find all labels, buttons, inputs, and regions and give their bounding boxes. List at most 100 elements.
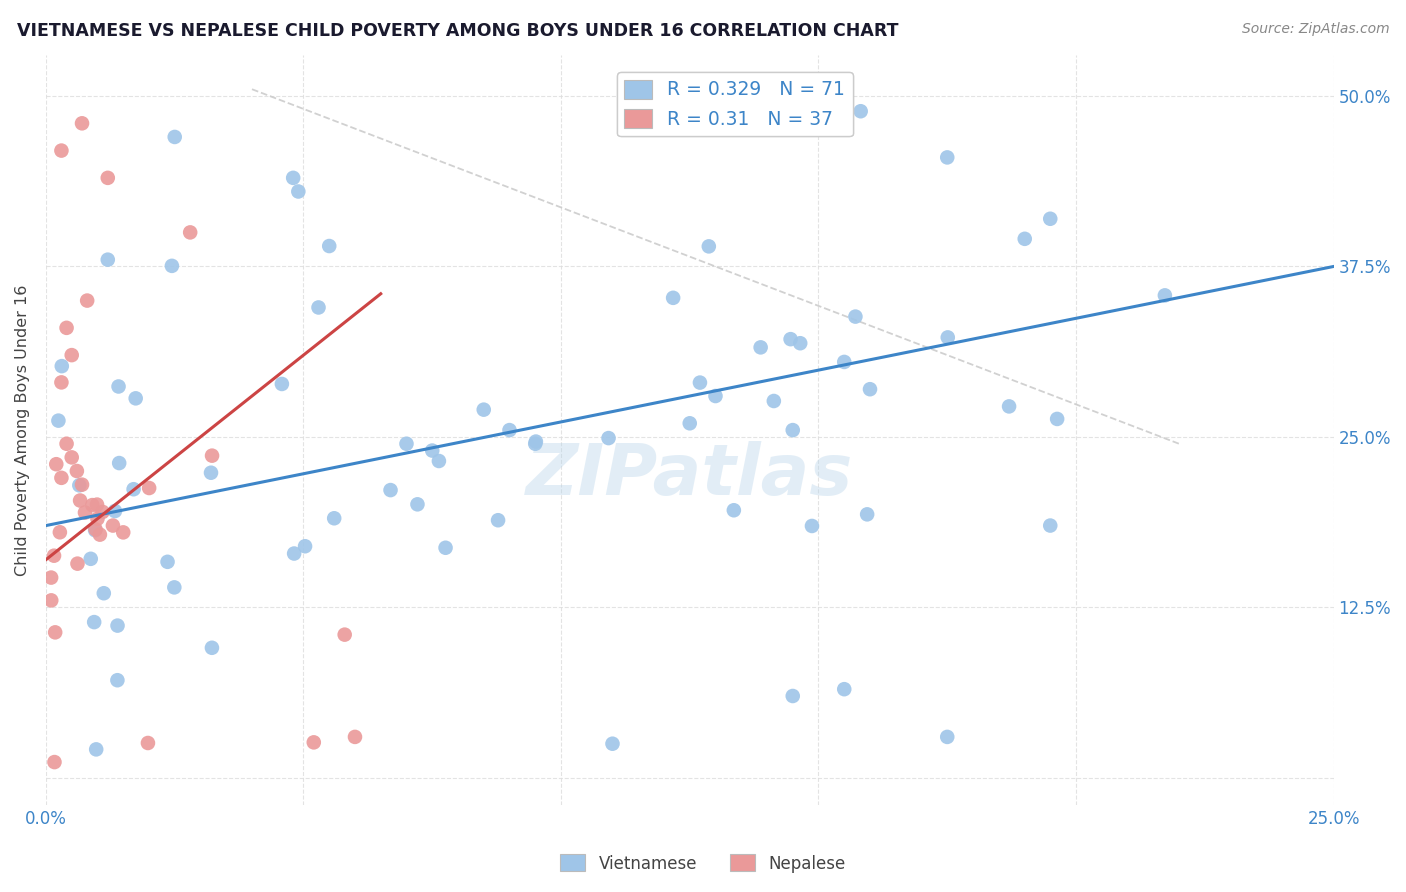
Vietnamese <box>936 150 959 164</box>
Vietnamese <box>602 737 624 751</box>
Vietnamese <box>1039 211 1062 226</box>
Text: Source: ZipAtlas.com: Source: ZipAtlas.com <box>1241 22 1389 37</box>
Vietnamese <box>270 376 292 391</box>
Vietnamese <box>697 239 720 253</box>
Vietnamese <box>163 130 186 145</box>
Nepalese <box>82 498 104 512</box>
Nepalese <box>44 755 66 769</box>
Vietnamese <box>160 259 183 273</box>
Nepalese <box>302 735 325 749</box>
Vietnamese <box>427 454 450 468</box>
Vietnamese <box>107 618 129 632</box>
Vietnamese <box>832 682 855 697</box>
Vietnamese <box>108 456 131 470</box>
Vietnamese <box>662 291 685 305</box>
Nepalese <box>51 144 73 158</box>
Vietnamese <box>704 389 727 403</box>
Nepalese <box>70 477 93 491</box>
Vietnamese <box>762 394 785 409</box>
Nepalese <box>86 512 108 526</box>
Nepalese <box>333 627 356 641</box>
Vietnamese <box>80 551 103 566</box>
Nepalese <box>49 525 72 540</box>
Nepalese <box>101 518 124 533</box>
Vietnamese <box>107 379 129 393</box>
Nepalese <box>201 449 224 463</box>
Vietnamese <box>93 586 115 600</box>
Vietnamese <box>318 239 340 253</box>
Nepalese <box>51 376 73 390</box>
Vietnamese <box>936 330 959 344</box>
Vietnamese <box>97 252 120 267</box>
Vietnamese <box>689 376 711 390</box>
Vietnamese <box>67 478 90 492</box>
Vietnamese <box>48 414 70 428</box>
Vietnamese <box>498 423 520 437</box>
Vietnamese <box>849 104 872 119</box>
Text: ZIPatlas: ZIPatlas <box>526 441 853 509</box>
Vietnamese <box>420 443 443 458</box>
Nepalese <box>91 505 114 519</box>
Nepalese <box>343 730 366 744</box>
Nepalese <box>55 436 77 450</box>
Vietnamese <box>200 466 222 480</box>
Legend: Vietnamese, Nepalese: Vietnamese, Nepalese <box>554 847 852 880</box>
Vietnamese <box>779 332 801 346</box>
Nepalese <box>136 736 159 750</box>
Nepalese <box>89 527 111 541</box>
Nepalese <box>66 557 89 571</box>
Vietnamese <box>1014 232 1036 246</box>
Legend: R = 0.329   N = 71, R = 0.31   N = 37: R = 0.329 N = 71, R = 0.31 N = 37 <box>617 72 853 136</box>
Vietnamese <box>782 423 804 437</box>
Vietnamese <box>406 497 429 511</box>
Nepalese <box>179 226 201 240</box>
Vietnamese <box>156 555 179 569</box>
Vietnamese <box>283 547 305 561</box>
Nepalese <box>42 549 65 563</box>
Vietnamese <box>524 436 547 450</box>
Nepalese <box>66 464 89 478</box>
Vietnamese <box>782 689 804 703</box>
Vietnamese <box>801 519 824 533</box>
Text: VIETNAMESE VS NEPALESE CHILD POVERTY AMONG BOYS UNDER 16 CORRELATION CHART: VIETNAMESE VS NEPALESE CHILD POVERTY AMO… <box>17 22 898 40</box>
Vietnamese <box>283 170 305 185</box>
Nepalese <box>60 450 83 465</box>
Vietnamese <box>723 503 745 517</box>
Vietnamese <box>524 434 547 449</box>
Vietnamese <box>598 431 620 445</box>
Nepalese <box>39 571 62 585</box>
Vietnamese <box>789 336 811 351</box>
Vietnamese <box>122 482 145 496</box>
Vietnamese <box>1046 412 1069 426</box>
Vietnamese <box>998 400 1021 414</box>
Vietnamese <box>1039 518 1062 533</box>
Vietnamese <box>832 355 855 369</box>
Vietnamese <box>434 541 457 555</box>
Nepalese <box>112 525 135 540</box>
Nepalese <box>69 493 91 508</box>
Vietnamese <box>856 508 879 522</box>
Nepalese <box>76 293 98 308</box>
Vietnamese <box>104 504 127 518</box>
Nepalese <box>60 348 83 362</box>
Vietnamese <box>163 580 186 594</box>
Vietnamese <box>1154 288 1177 302</box>
Nepalese <box>70 116 93 130</box>
Nepalese <box>97 170 120 185</box>
Vietnamese <box>486 513 509 527</box>
Nepalese <box>55 321 77 335</box>
Nepalese <box>73 506 96 520</box>
Vietnamese <box>323 511 346 525</box>
Vietnamese <box>936 730 959 744</box>
Vietnamese <box>51 359 73 373</box>
Vietnamese <box>679 417 702 431</box>
Nepalese <box>51 471 73 485</box>
Vietnamese <box>859 382 882 396</box>
Vietnamese <box>294 539 316 553</box>
Vietnamese <box>125 392 148 406</box>
Nepalese <box>86 498 108 512</box>
Vietnamese <box>287 185 309 199</box>
Vietnamese <box>201 640 224 655</box>
Nepalese <box>39 593 62 607</box>
Vietnamese <box>84 523 107 537</box>
